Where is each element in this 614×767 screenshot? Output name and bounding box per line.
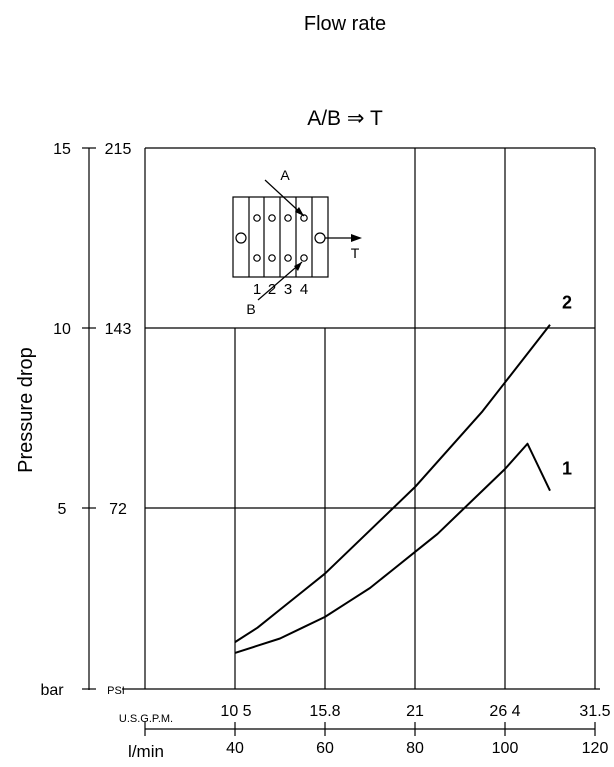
y-axis-label: Pressure drop <box>15 347 37 473</box>
inset-label-a: A <box>280 167 290 183</box>
series-label-2: 2 <box>562 293 572 313</box>
grid <box>144 147 596 689</box>
gpm-tick-10-5: 10 5 <box>220 703 251 720</box>
valve-inset-diagram <box>232 179 352 301</box>
bar-tick-15: 15 <box>53 141 71 158</box>
series-line-2 <box>234 324 551 643</box>
outlet-port-circle <box>314 232 326 244</box>
tank-arrow-head <box>351 234 362 242</box>
psi-tick-72: 72 <box>109 501 127 518</box>
inset-section-3: 3 <box>284 281 292 298</box>
inset-section-2: 2 <box>268 281 276 298</box>
gpm-tick-31-5: 31.5 <box>579 703 610 720</box>
inset-section-4: 4 <box>300 281 308 298</box>
inset-label-t: T <box>351 245 360 261</box>
inlet-port-circle <box>235 232 247 244</box>
leader-line-b <box>257 261 303 301</box>
gpm-tick-21: 21 <box>406 703 424 720</box>
lmin-tick-40: 40 <box>226 740 244 757</box>
psi-tick-143: 143 <box>105 321 132 338</box>
bar-tick-10: 10 <box>53 321 71 338</box>
series-layer: 21 <box>234 293 572 654</box>
series-line-1 <box>234 442 551 654</box>
lmin-tick-60: 60 <box>316 740 334 757</box>
bar-unit-label: bar <box>40 682 64 699</box>
chart-title: Flow rate <box>304 13 386 35</box>
lmin-tick-80: 80 <box>406 740 424 757</box>
psi-unit-label: PSI <box>107 685 125 697</box>
lmin-tick-120: 120 <box>582 740 609 757</box>
lmin-tick-100: 100 <box>492 740 519 757</box>
series-label-1: 1 <box>562 459 572 479</box>
gpm-tick-26-4: 26 4 <box>489 703 520 720</box>
gpm-unit-label: U.S.G.P.M. <box>119 713 173 725</box>
lmin-unit-label: l/min <box>128 742 164 761</box>
gpm-tick-15-8: 15.8 <box>309 703 340 720</box>
leader-a-arrowhead <box>295 207 304 216</box>
leader-b-arrowhead <box>294 262 302 271</box>
chart-subtitle: A/B ⇒ T <box>307 107 383 130</box>
bar-axis <box>82 147 96 690</box>
flow-axis <box>122 688 600 736</box>
inset-label-b: B <box>246 301 255 317</box>
psi-tick-215: 215 <box>105 141 132 158</box>
inset-section-1: 1 <box>253 281 261 298</box>
bar-tick-5: 5 <box>58 501 67 518</box>
